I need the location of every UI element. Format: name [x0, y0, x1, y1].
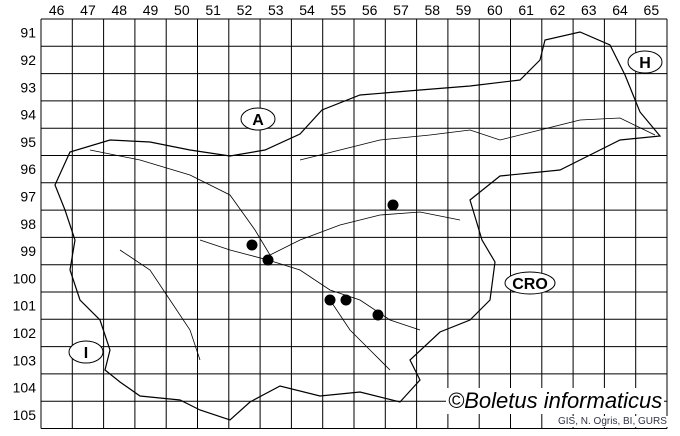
row-label: 98 [20, 216, 36, 232]
column-label: 64 [612, 2, 628, 18]
country-label-austria: A [240, 107, 276, 131]
svg-text:I: I [84, 345, 88, 362]
row-label: 93 [20, 79, 36, 95]
column-label: 55 [331, 2, 347, 18]
column-label: 63 [581, 2, 597, 18]
row-label: 96 [20, 161, 36, 177]
row-label: 103 [13, 352, 37, 368]
column-label: 60 [487, 2, 503, 18]
svg-text:H: H [639, 55, 651, 72]
row-label: 104 [13, 380, 37, 396]
row-label: 97 [20, 188, 36, 204]
svg-text:A: A [252, 112, 264, 129]
column-label: 47 [80, 2, 96, 18]
column-label: 65 [644, 2, 660, 18]
occurrence-dot [246, 239, 258, 251]
occurrence-dot [372, 309, 384, 321]
column-label: 58 [424, 2, 440, 18]
column-label: 62 [550, 2, 566, 18]
column-label: 46 [49, 2, 65, 18]
column-label: 57 [393, 2, 409, 18]
column-label: 50 [174, 2, 190, 18]
column-label: 51 [205, 2, 221, 18]
column-label: 48 [111, 2, 127, 18]
occurrence-dot [387, 199, 399, 211]
column-label: 61 [518, 2, 534, 18]
column-label: 53 [268, 2, 284, 18]
country-border [54, 31, 662, 421]
occurrence-dot [262, 254, 274, 266]
source-credit: GIS, N. Ogris, BI, GURS [556, 416, 669, 427]
row-label: 95 [20, 134, 36, 150]
column-label: 56 [362, 2, 378, 18]
column-label: 54 [299, 2, 315, 18]
svg-text:CRO: CRO [512, 276, 548, 293]
row-label: 101 [13, 298, 37, 314]
country-label-croatia: CRO [504, 271, 556, 295]
occurrence-dot [324, 294, 336, 306]
row-label: 99 [20, 243, 36, 259]
row-label: 102 [13, 325, 37, 341]
column-label: 49 [143, 2, 159, 18]
row-label: 100 [13, 270, 37, 286]
row-label: 92 [20, 52, 36, 68]
country-label-hungary: H [627, 50, 663, 74]
row-label: 105 [13, 407, 37, 423]
country-label-italy: I [68, 340, 104, 364]
utm-grid [40, 18, 668, 429]
column-label: 59 [456, 2, 472, 18]
occurrence-dot [340, 294, 352, 306]
column-label: 52 [237, 2, 253, 18]
copyright-text: ©Boletus informaticus [446, 388, 665, 414]
row-label: 94 [20, 107, 36, 123]
row-label: 91 [20, 25, 36, 41]
